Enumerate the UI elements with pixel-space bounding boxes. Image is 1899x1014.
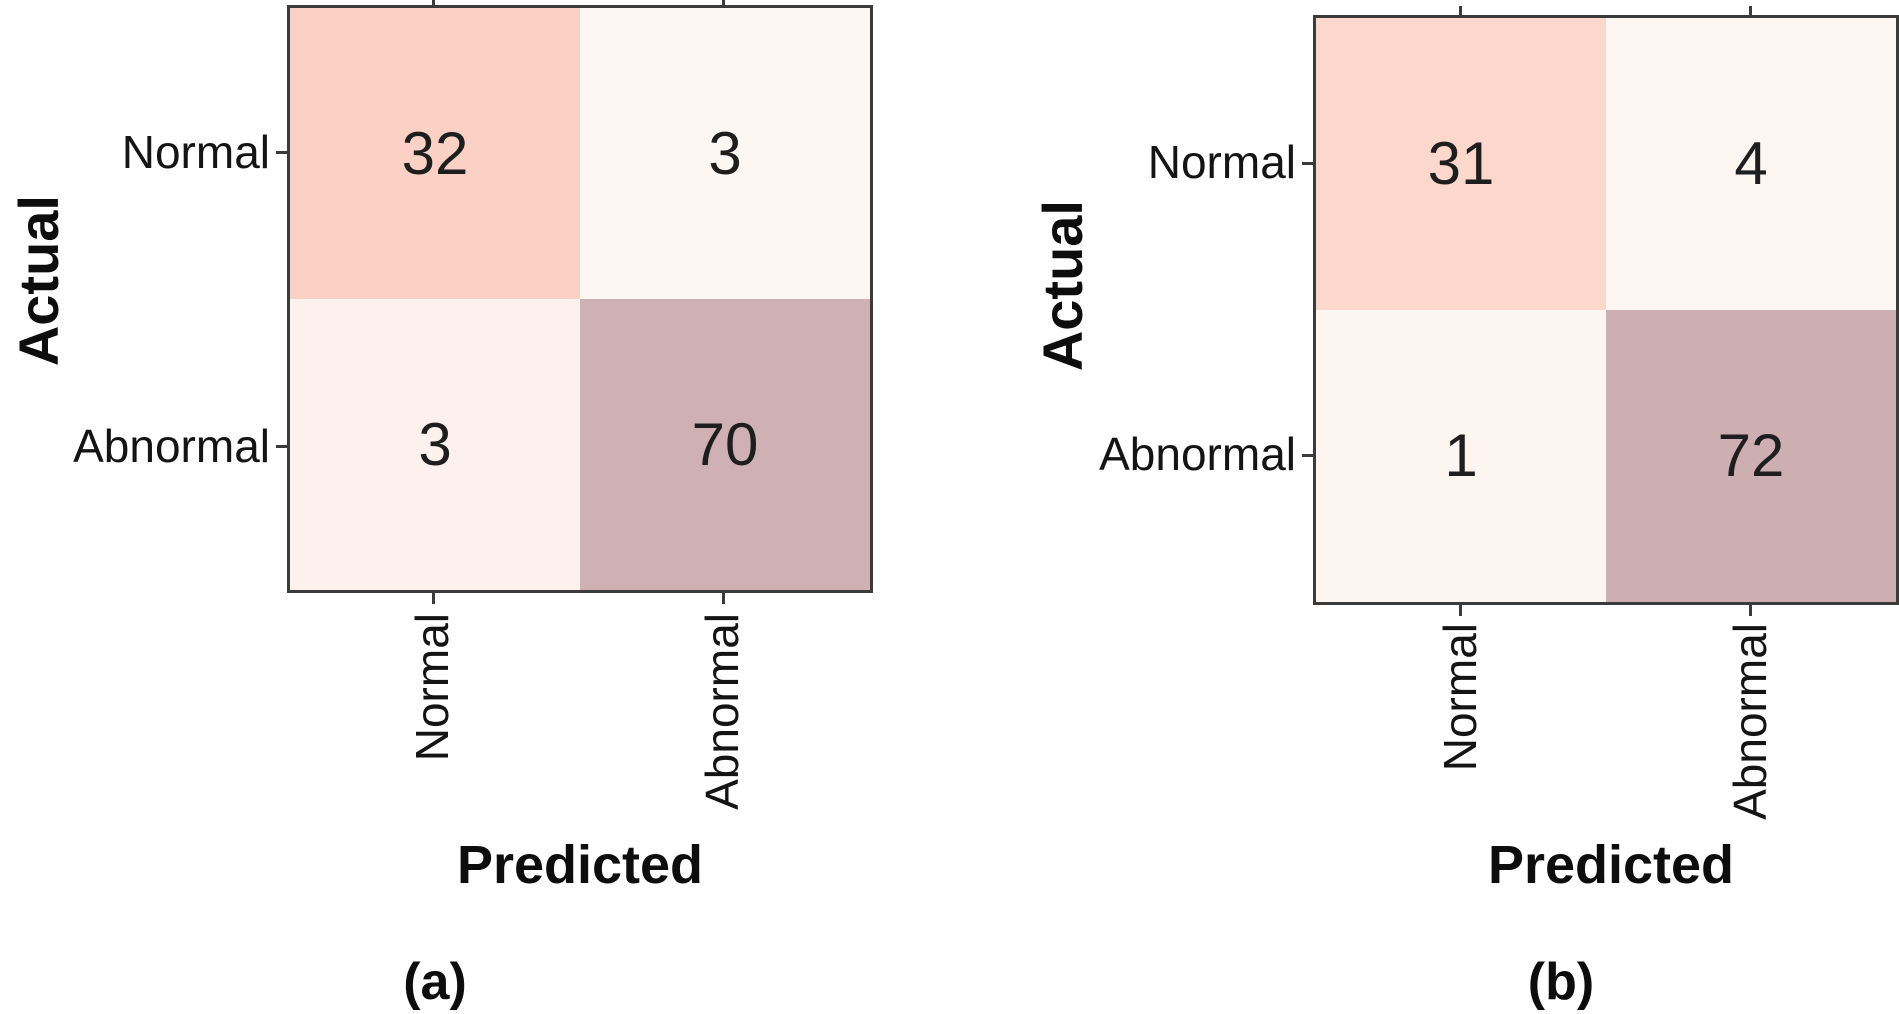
axis-tick bbox=[1302, 454, 1313, 457]
y-tick-label-abnormal: Abnormal bbox=[1099, 428, 1296, 480]
x-tick-label-abnormal: Abnormal bbox=[1724, 623, 1776, 820]
axis-tick bbox=[1302, 162, 1313, 165]
x-axis-title: Predicted bbox=[1487, 835, 1735, 895]
axis-tick bbox=[1459, 6, 1462, 15]
y-tick-label-normal: Normal bbox=[121, 126, 270, 178]
axis-tick bbox=[432, 0, 435, 5]
axis-tick bbox=[1459, 605, 1462, 616]
panel-caption-b: (b) bbox=[1527, 953, 1595, 1011]
cell-a-actual-normal-pred-normal: 32 bbox=[290, 8, 580, 299]
cell-b-actual-normal-pred-abnormal: 4 bbox=[1606, 18, 1896, 310]
axis-tick bbox=[276, 445, 287, 448]
cell-b-actual-abnormal-pred-normal: 1 bbox=[1316, 310, 1606, 602]
x-axis-title: Predicted bbox=[456, 835, 704, 895]
axis-tick bbox=[722, 593, 725, 604]
axis-tick bbox=[722, 0, 725, 5]
cell-a-actual-abnormal-pred-normal: 3 bbox=[290, 299, 580, 590]
cell-b-actual-abnormal-pred-abnormal: 72 bbox=[1606, 310, 1896, 602]
cell-a-actual-abnormal-pred-abnormal: 70 bbox=[580, 299, 870, 590]
y-tick-label-abnormal: Abnormal bbox=[73, 420, 270, 472]
heatmap-plot-b: 31 4 1 72 bbox=[1313, 15, 1899, 605]
x-tick-label-normal: Normal bbox=[1434, 623, 1486, 772]
cell-a-actual-normal-pred-abnormal: 3 bbox=[580, 8, 870, 299]
heatmap-plot-a: 32 3 3 70 bbox=[287, 5, 873, 593]
axis-tick bbox=[1749, 6, 1752, 15]
cell-b-actual-normal-pred-normal: 31 bbox=[1316, 18, 1606, 310]
axis-tick bbox=[276, 151, 287, 154]
axis-tick bbox=[432, 593, 435, 604]
y-axis-title: Actual bbox=[1031, 200, 1094, 372]
axis-tick bbox=[1749, 605, 1752, 616]
y-tick-label-normal: Normal bbox=[1147, 136, 1296, 188]
panel-caption-a: (a) bbox=[403, 953, 467, 1011]
